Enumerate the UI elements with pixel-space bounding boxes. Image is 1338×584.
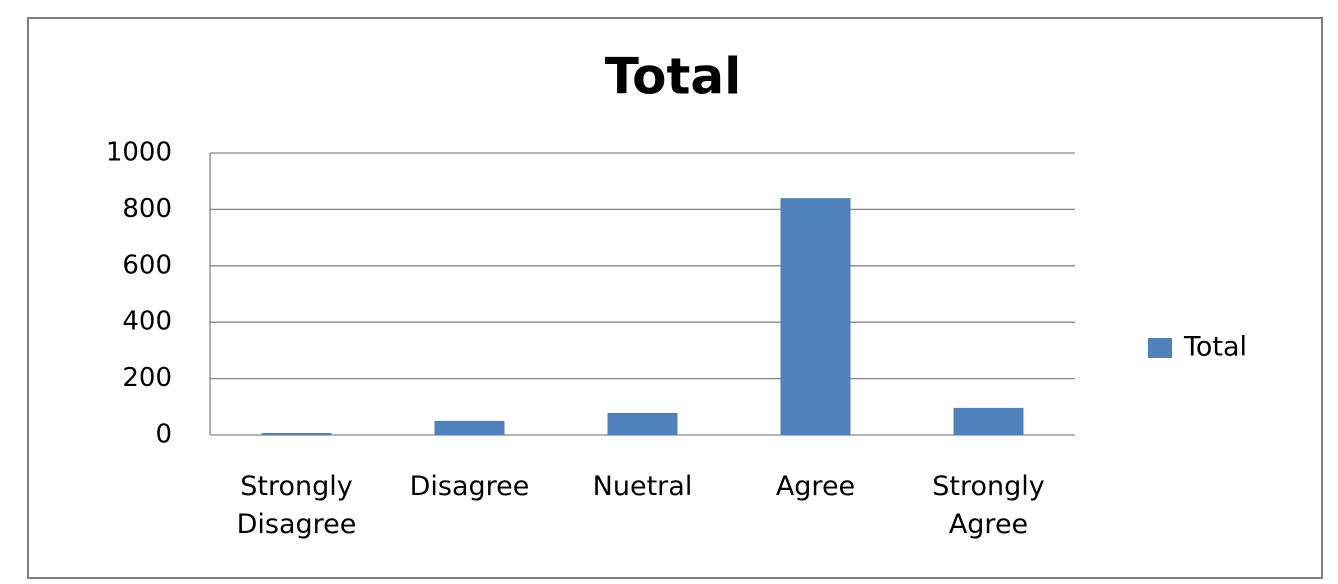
x-tick-label: Strongly Agree <box>932 471 1045 540</box>
bar <box>261 433 332 435</box>
y-tick-label: 800 <box>122 194 172 224</box>
y-tick-label: 400 <box>122 307 172 337</box>
y-tick-label: 1000 <box>106 138 172 168</box>
y-tick-label: 200 <box>122 363 172 393</box>
legend-swatch <box>1148 338 1172 358</box>
chart-border <box>27 17 1323 579</box>
x-tick-label: Nuetral <box>592 471 693 502</box>
y-tick-label: 600 <box>122 250 172 280</box>
legend-label: Total <box>1183 332 1247 363</box>
y-tick-label: 0 <box>155 420 172 450</box>
bar <box>434 420 505 435</box>
bar <box>953 407 1024 435</box>
chart-title: Total <box>605 48 742 106</box>
x-tick-label: Strongly Disagree <box>236 471 357 540</box>
bar <box>780 198 851 435</box>
x-tick-label: Agree <box>775 471 856 502</box>
bar <box>607 413 678 435</box>
x-tick-label: Disagree <box>409 471 530 502</box>
